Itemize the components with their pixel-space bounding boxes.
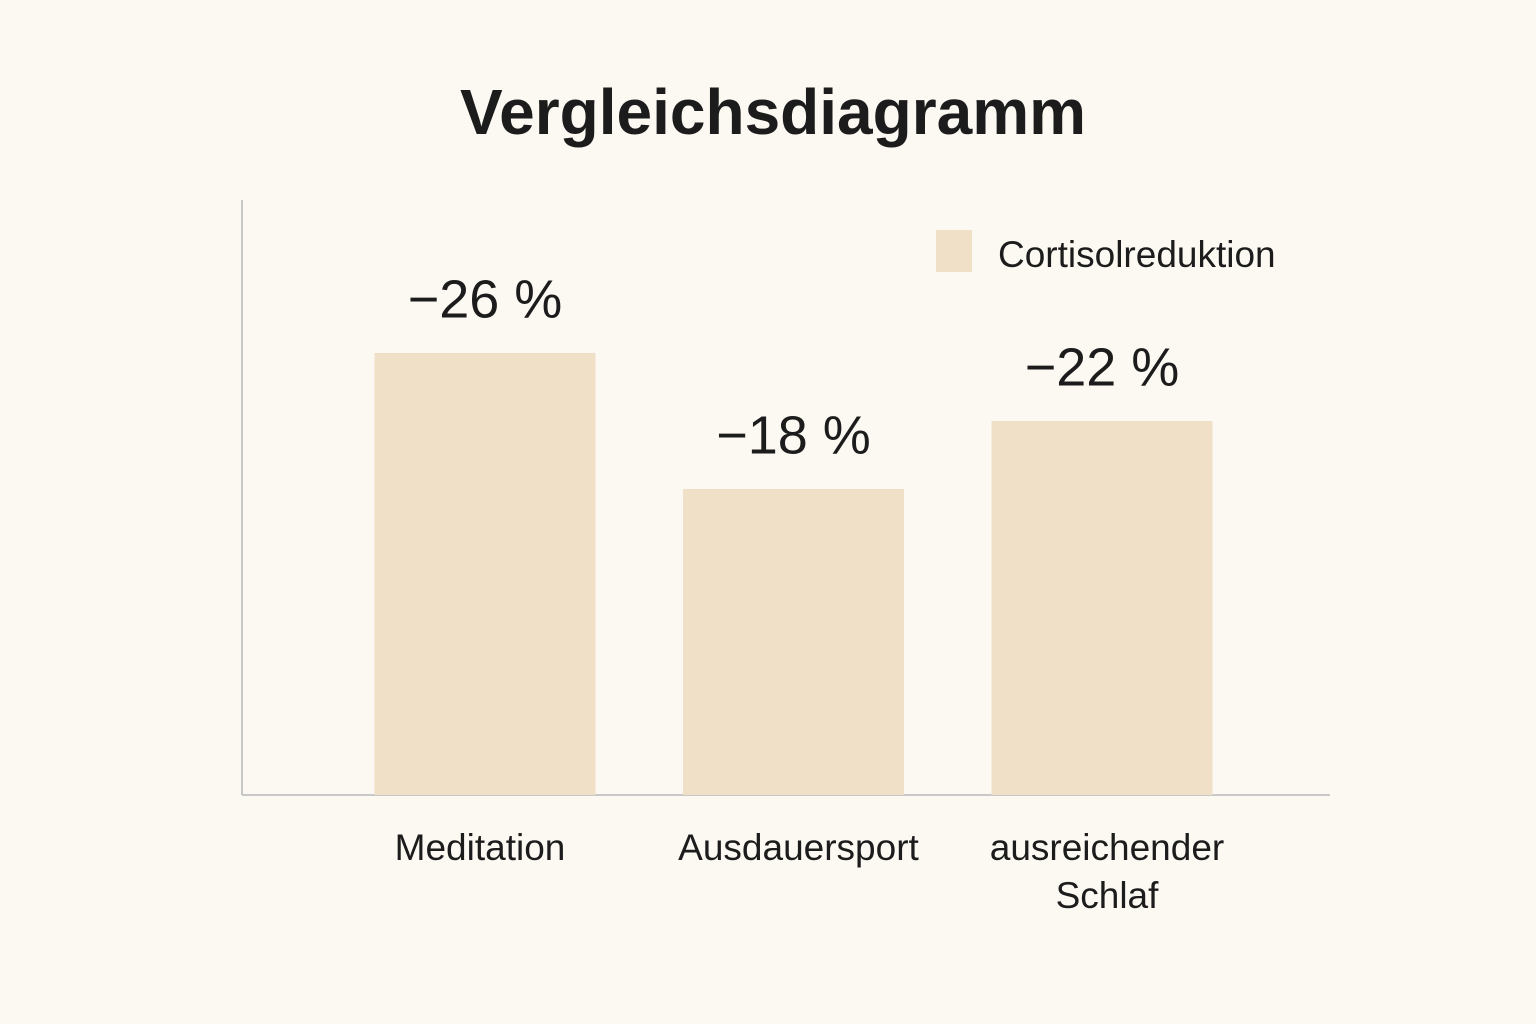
- bar: [374, 353, 596, 795]
- bar: [683, 489, 904, 795]
- value-label: −22 %: [1025, 337, 1180, 397]
- x-tick-label: Meditation: [394, 827, 566, 868]
- x-tick-label: Ausdauersport: [678, 827, 919, 868]
- chart-title: Vergleichsdiagramm: [460, 76, 1086, 148]
- value-label: −18 %: [716, 405, 871, 465]
- bar: [991, 421, 1213, 795]
- x-tick-label: ausreichender Schlaf: [989, 827, 1225, 916]
- legend-swatch: [936, 230, 972, 272]
- value-label: −26 %: [408, 269, 563, 329]
- legend-label: Cortisolreduktion: [998, 234, 1276, 275]
